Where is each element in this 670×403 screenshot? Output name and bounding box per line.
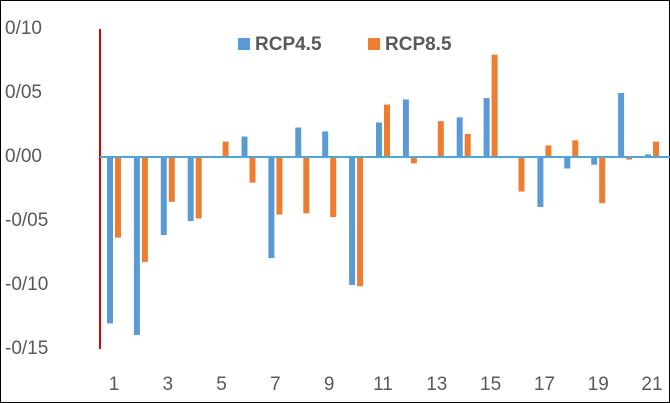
legend-swatch	[368, 38, 380, 50]
legend-label: RCP4.5	[255, 34, 322, 55]
bar	[330, 157, 337, 218]
x-tick-label: 13	[426, 374, 447, 395]
y-tick-label: 0/10	[5, 18, 42, 39]
bar	[115, 157, 121, 238]
bar	[618, 93, 625, 157]
bar	[295, 127, 302, 157]
bar	[384, 104, 390, 157]
bar	[249, 157, 256, 183]
bar	[241, 136, 248, 157]
bar	[456, 117, 463, 157]
bar	[518, 157, 525, 192]
x-tick-label: 17	[534, 374, 555, 395]
y-tick-label: -0/05	[5, 210, 48, 231]
legend-label: RCP8.5	[385, 34, 452, 55]
bar	[107, 157, 113, 324]
y-tick-label: -0/10	[5, 274, 48, 295]
y-tick-label: -0/15	[5, 338, 48, 359]
bar	[402, 99, 409, 157]
bar	[168, 157, 175, 202]
bar	[357, 157, 364, 287]
bar	[160, 157, 167, 236]
x-tick-label: 21	[641, 374, 662, 395]
bar	[599, 157, 606, 204]
bar	[195, 157, 202, 219]
x-tick-label: 15	[480, 374, 501, 395]
bar	[276, 157, 283, 215]
x-tick-label: 1	[109, 374, 120, 395]
x-tick-label: 7	[270, 374, 281, 395]
bar	[349, 157, 356, 285]
bar	[303, 157, 310, 214]
legend-swatch	[238, 38, 250, 50]
bar	[572, 140, 579, 157]
y-tick-label: 0/00	[5, 146, 42, 167]
bar	[376, 122, 382, 157]
x-tick-label: 19	[588, 374, 609, 395]
bar	[322, 131, 329, 157]
bar	[483, 98, 490, 157]
bar	[626, 157, 633, 160]
x-tick-label: 5	[216, 374, 227, 395]
bar	[410, 157, 417, 164]
bar	[437, 121, 444, 157]
bar	[268, 157, 275, 259]
bar	[133, 157, 140, 335]
x-tick-label: 3	[163, 374, 174, 395]
x-tick-label: 9	[324, 374, 335, 395]
bar	[464, 133, 471, 157]
bar	[545, 145, 552, 157]
x-tick-label: 11	[373, 374, 393, 395]
bar	[645, 154, 651, 157]
bar	[187, 157, 194, 221]
bar	[537, 157, 544, 207]
bar	[564, 157, 571, 169]
bar	[222, 141, 229, 157]
bar	[591, 157, 598, 165]
y-tick-label: 0/05	[5, 82, 42, 103]
bar	[653, 141, 659, 157]
bar	[491, 54, 498, 157]
bar	[141, 157, 148, 262]
